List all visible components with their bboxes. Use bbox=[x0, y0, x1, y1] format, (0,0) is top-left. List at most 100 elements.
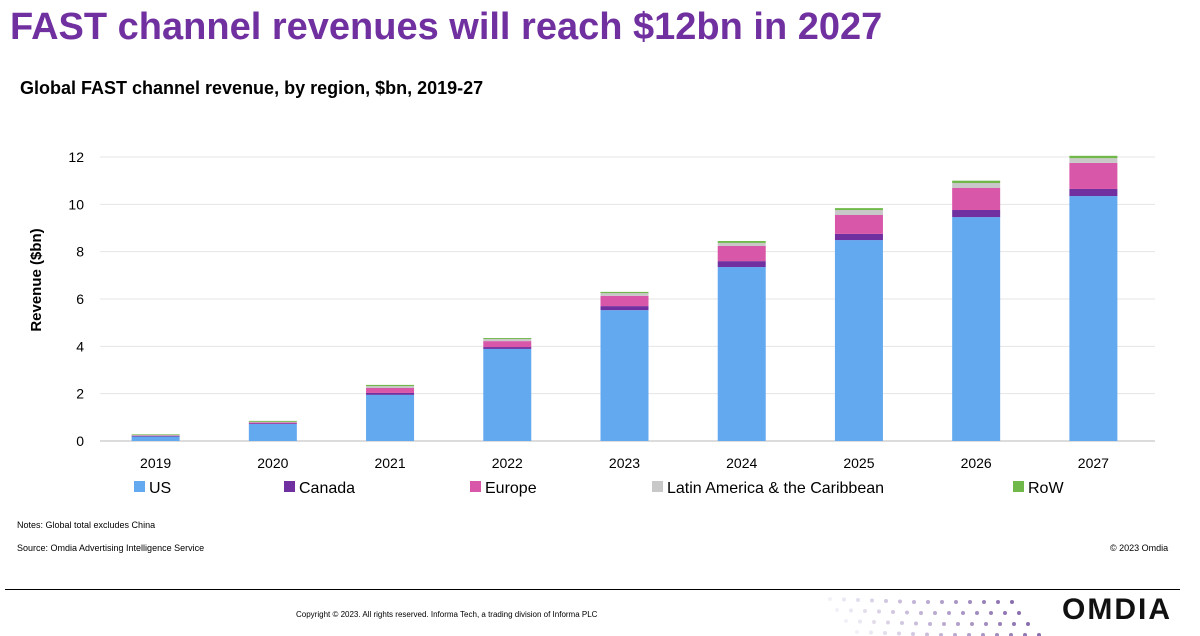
dot bbox=[869, 630, 873, 635]
dot bbox=[956, 622, 960, 626]
bar-segment-canada-2021 bbox=[366, 392, 415, 395]
y-axis-label: Revenue ($bn) bbox=[28, 228, 45, 331]
dot bbox=[982, 600, 986, 604]
bar-segment-us-2022 bbox=[483, 348, 532, 441]
dot bbox=[855, 630, 859, 634]
x-tick-label: 2024 bbox=[726, 455, 757, 471]
bar-segment-us-2023 bbox=[600, 310, 649, 441]
chart-title: Global FAST channel revenue, by region, … bbox=[20, 78, 484, 98]
bar-segment-europe-2019 bbox=[131, 435, 180, 437]
dot bbox=[981, 633, 985, 636]
legend-label: Canada bbox=[299, 480, 355, 497]
legend-label: RoW bbox=[1028, 480, 1064, 497]
bar-segment-row-2025 bbox=[834, 208, 883, 211]
dot bbox=[891, 610, 895, 614]
dot bbox=[933, 611, 937, 615]
dot bbox=[998, 622, 1002, 626]
y-tick-label: 6 bbox=[76, 291, 84, 307]
dot bbox=[975, 611, 979, 615]
stacked-bar-chart: 0 2 4 6 8 10 12 Revenue ($bn) 2019 2020 2021 2022… bbox=[28, 149, 1155, 497]
bar-segment-europe-2025 bbox=[834, 214, 883, 234]
bar-segment-us-2021 bbox=[366, 394, 415, 441]
dot bbox=[967, 633, 971, 636]
dot bbox=[858, 619, 862, 624]
legend-item-us: US bbox=[134, 480, 171, 497]
bar-segment-row-2019 bbox=[131, 434, 180, 436]
legend-label: US bbox=[149, 480, 171, 497]
dot bbox=[863, 609, 867, 613]
dot bbox=[900, 621, 904, 625]
dot bbox=[1010, 600, 1014, 604]
bar-segment-canada-2020 bbox=[248, 423, 297, 424]
footer-divider bbox=[5, 589, 1180, 590]
y-tick-label: 2 bbox=[76, 386, 84, 402]
dot bbox=[905, 610, 909, 615]
bar-segment-row-2027 bbox=[1069, 155, 1118, 159]
bar-segment-latin-america-the-caribbean-2022 bbox=[483, 338, 532, 342]
legend-item-canada: Canada bbox=[284, 480, 355, 497]
bar-segment-canada-2022 bbox=[483, 347, 532, 349]
legend-item-latin-america-the-caribbean: Latin America & the Caribbean bbox=[652, 480, 884, 497]
x-tick-label: 2026 bbox=[961, 455, 992, 471]
dot bbox=[877, 609, 881, 614]
bar-segment-latin-america-the-caribbean-2026 bbox=[952, 183, 1001, 189]
dot bbox=[842, 597, 846, 602]
y-tick-label: 4 bbox=[76, 338, 84, 354]
bar-segment-latin-america-the-caribbean-2024 bbox=[717, 242, 766, 246]
legend-label: Europe bbox=[485, 480, 537, 497]
dot bbox=[1012, 622, 1016, 626]
dot bbox=[849, 608, 853, 613]
dot bbox=[996, 600, 1000, 604]
bar-segment-europe-2022 bbox=[483, 341, 532, 348]
dot bbox=[989, 611, 993, 615]
dot bbox=[940, 600, 944, 604]
dot bbox=[844, 619, 848, 623]
dot bbox=[835, 608, 839, 612]
page-headline: FAST channel revenues will reach $12bn i… bbox=[10, 6, 883, 48]
bar-segment-europe-2023 bbox=[600, 295, 649, 307]
bar-segment-row-2021 bbox=[366, 384, 415, 387]
legend-label: Latin America & the Caribbean bbox=[667, 480, 884, 497]
legend-swatch bbox=[652, 481, 663, 492]
decorative-dots-icon bbox=[828, 597, 1041, 636]
chart-source: Source: Omdia Advertising Intelligence S… bbox=[17, 543, 205, 553]
legend: US Canada Europe Latin America & the Caribb… bbox=[134, 480, 1064, 497]
dot bbox=[968, 600, 972, 604]
bar-segment-europe-2026 bbox=[952, 188, 1001, 211]
legend-item-europe: Europe bbox=[470, 480, 537, 497]
bar-segment-latin-america-the-caribbean-2025 bbox=[834, 210, 883, 215]
y-tick-label: 0 bbox=[76, 433, 84, 449]
y-axis-ticks: 0 2 4 6 8 10 12 bbox=[68, 149, 84, 449]
dot bbox=[872, 620, 876, 624]
x-tick-label: 2021 bbox=[374, 455, 405, 471]
dot bbox=[870, 598, 874, 603]
bar-segment-latin-america-the-caribbean-2027 bbox=[1069, 158, 1118, 163]
x-tick-label: 2022 bbox=[492, 455, 523, 471]
dot bbox=[884, 599, 888, 603]
bar-segment-latin-america-the-caribbean-2020 bbox=[248, 421, 297, 423]
chart-notes: Notes: Global total excludes China bbox=[17, 520, 156, 530]
x-tick-label: 2019 bbox=[140, 455, 171, 471]
dot bbox=[897, 631, 901, 636]
bar-segment-us-2027 bbox=[1069, 196, 1118, 441]
legend-swatch bbox=[470, 481, 481, 492]
dot bbox=[1009, 633, 1013, 636]
bar-segment-canada-2027 bbox=[1069, 188, 1118, 197]
dot bbox=[856, 598, 860, 602]
credit-text: © 2023 Omdia bbox=[1110, 543, 1169, 553]
y-tick-label: 12 bbox=[68, 149, 84, 165]
bar-segment-row-2023 bbox=[600, 291, 649, 294]
bar-segment-us-2025 bbox=[834, 240, 883, 441]
dot bbox=[883, 631, 887, 635]
bar-segment-row-2026 bbox=[952, 180, 1001, 184]
dot bbox=[1023, 633, 1027, 636]
x-tick-label: 2025 bbox=[843, 455, 874, 471]
bar-segment-europe-2024 bbox=[717, 245, 766, 262]
dot bbox=[970, 622, 974, 626]
bar-segment-us-2019 bbox=[131, 436, 180, 441]
x-tick-label: 2027 bbox=[1078, 455, 1109, 471]
bar-segment-europe-2027 bbox=[1069, 162, 1118, 189]
dot bbox=[928, 622, 932, 626]
legend-swatch bbox=[134, 481, 145, 492]
bars bbox=[131, 155, 1118, 441]
